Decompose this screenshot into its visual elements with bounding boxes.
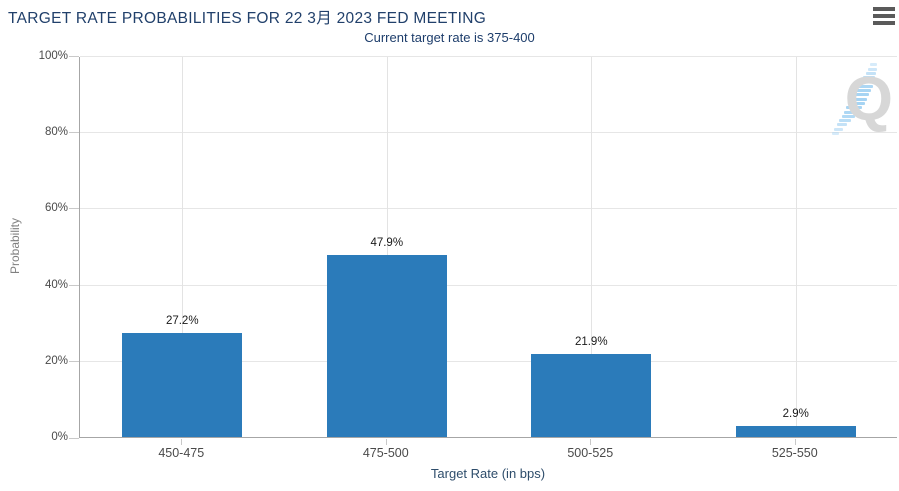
bar-value-label: 47.9% [370,236,404,249]
x-axis-title: Target Rate (in bps) [430,466,546,481]
hamburger-bar [873,14,895,18]
y-tick-label: 40% [44,278,68,291]
x-tick-mark [794,439,796,445]
gridline-vertical [795,57,797,437]
gridline-horizontal [80,56,897,57]
y-tick-label: 20% [44,354,68,367]
gridline-horizontal [80,360,897,362]
plot-area: 27.2% 47.9% 21.9% 2.9% [79,56,897,438]
gridline-vertical [386,57,388,437]
y-tick-mark [69,208,79,210]
hamburger-bar [873,21,895,25]
bar-value-label: 27.2% [165,315,199,328]
bar-value-label: 21.9% [574,335,608,348]
bar-450-475[interactable] [122,333,243,437]
bar-value-label: 2.9% [782,407,809,420]
gridline-horizontal [80,208,897,210]
y-tick-label: 60% [44,202,68,215]
y-tick-label: 100% [38,50,68,62]
gridline-vertical [591,57,593,437]
gridline-horizontal [80,132,897,134]
x-tick-mark [590,439,592,445]
page-title: TARGET RATE PROBABILITIES FOR 22 3月 2023… [8,10,487,27]
y-tick-label: 80% [44,126,68,139]
hamburger-menu-icon[interactable] [873,7,896,27]
y-tick-mark [69,132,79,134]
gridline-vertical [182,57,184,437]
y-tick-mark [69,284,79,286]
x-tick-label: 450-475 [158,446,205,460]
bar-500-525[interactable] [531,353,652,437]
hamburger-bar [873,7,895,11]
x-tick-label: 475-500 [362,446,409,460]
x-tick-mark [385,439,387,445]
x-tick-mark [181,439,183,445]
y-tick-mark [69,56,79,57]
bar-475-500[interactable] [326,254,447,437]
chart-subtitle: Current target rate is 375-400 [364,30,535,45]
y-tick-mark [69,360,79,362]
gridline-horizontal [80,284,897,286]
x-tick-label: 500-525 [567,446,614,460]
x-tick-label: 525-550 [771,446,818,460]
bar-525-550[interactable] [735,425,856,437]
y-tick-mark [69,438,79,439]
y-axis-title: Probability [8,217,22,275]
y-tick-label: 0% [51,431,68,443]
